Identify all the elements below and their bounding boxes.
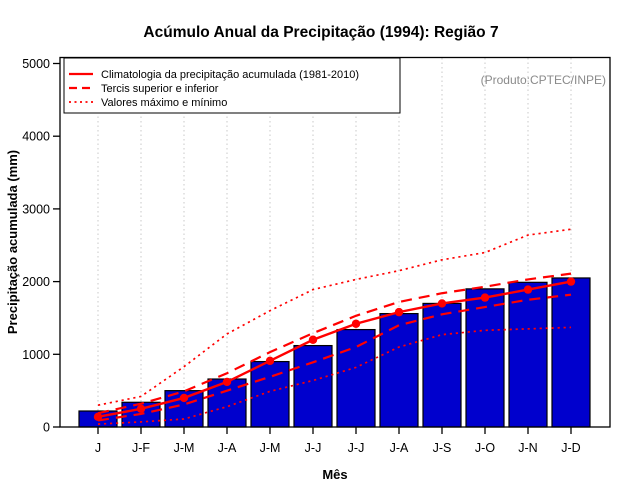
x-tick-label: J-A [390,441,409,455]
bar-J-D-12 [551,277,591,428]
x-tick-label: J-D [561,441,580,455]
legend: Climatologia da precipitação acumulada (… [63,57,401,114]
minimum-line [97,326,572,425]
legend-label-terciles: Tercis superior e inferior [101,83,219,95]
y-tick-label: 4000 [22,130,50,144]
x-tick-label: J-F [132,441,150,455]
climatology-point-6 [308,335,318,344]
producer-watermark: (Produto:CPTEC/INPE) [481,73,606,87]
climatology-point-10 [480,293,490,302]
x-tick-label: J-N [518,441,537,455]
y-tick-label: 0 [43,421,50,435]
line-series [93,228,576,425]
x-tick-label: J-A [218,441,237,455]
y-axis-title: Precipitação acumulada (mm) [5,150,20,334]
lower-tercile-line [97,293,572,422]
climatology-point-5 [265,356,275,366]
y-tick-label: 2000 [22,275,50,289]
climatology-point-9 [437,299,447,308]
y-tick-label: 3000 [22,202,50,216]
y-tick-label: 1000 [22,348,50,362]
climatology-point-11 [523,285,533,294]
x-tick-label: J [95,441,101,455]
x-tick-label: J-M [174,441,195,455]
x-axis-title: Mês [322,467,347,482]
climatology-point-1 [93,412,103,422]
bar-J-M-5 [250,360,290,428]
x-tick-label: J-J [348,441,365,455]
x-tick-label: J-M [260,441,281,455]
legend-label-max-min: Valores máximo e mínimo [101,97,227,109]
climatology-point-8 [394,307,404,317]
bar-J-A-8 [379,312,419,428]
climatology-point-7 [351,319,361,328]
legend-box [63,57,401,114]
climatology-point-2 [136,404,146,414]
y-tick-label: 5000 [22,57,50,71]
x-tick-label: J-O [475,441,495,455]
bar-J-J-7 [336,328,376,428]
x-tick-label: J-J [305,441,322,455]
climatology-point-3 [179,393,189,403]
bar-J-N-11 [508,281,548,428]
upper-tercile-line [97,272,572,415]
x-tick-label: J-S [433,441,452,455]
climatology-point-4 [222,377,232,387]
axes: 0 1000 2000 3000 4000 5000 J J-F J-M J-A J-M J-J J-J… [22,57,581,455]
bar-J-S-9 [422,302,462,428]
chart-title: Acúmulo Anual da Precipitação (1994): Re… [143,24,498,41]
bar-J-O-10 [465,288,505,428]
climatology-point-12 [566,277,576,286]
bar-J-J-6 [293,344,333,428]
climatology-1981-2010-line [97,280,572,419]
legend-label-climatology: Climatologia da precipitação acumulada (… [101,69,359,81]
